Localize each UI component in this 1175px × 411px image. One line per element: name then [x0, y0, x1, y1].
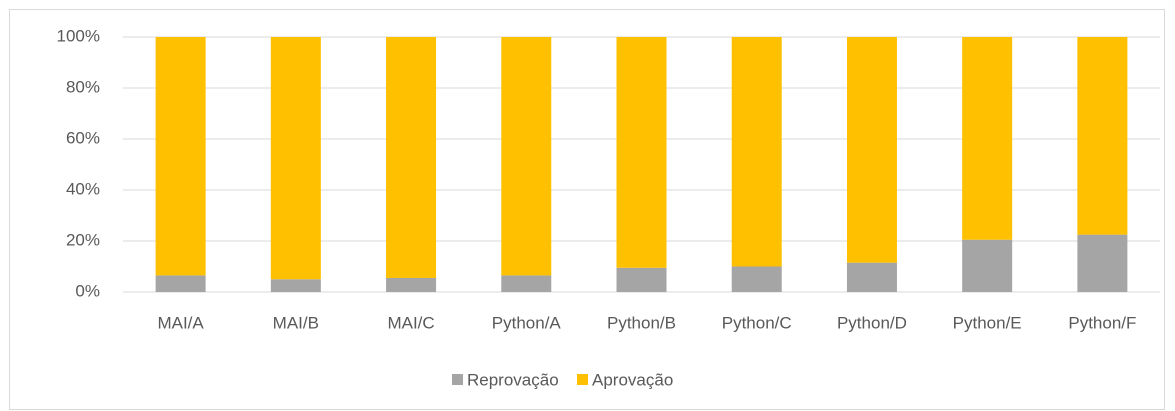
- bar-segment: [1077, 234, 1128, 292]
- x-tick-label: MAI/B: [273, 313, 319, 332]
- bar-segment: [616, 37, 667, 268]
- bar-segment: [846, 37, 897, 263]
- bar-segment: [386, 277, 437, 292]
- bar-segment: [731, 266, 782, 292]
- bar-segment: [846, 262, 897, 292]
- x-tick-label: Python/E: [953, 313, 1022, 332]
- x-tick-label: Python/C: [722, 313, 792, 332]
- legend-label: Aprovação: [592, 370, 673, 389]
- bar-segment: [731, 37, 782, 267]
- bar-segment: [1077, 37, 1128, 235]
- x-tick-label: MAI/C: [387, 313, 434, 332]
- bar-segment: [270, 279, 321, 292]
- bar-segment: [155, 37, 206, 276]
- bar-segment: [616, 267, 667, 292]
- y-tick-label: 40%: [66, 179, 100, 198]
- bar-segment: [386, 37, 437, 278]
- x-tick-label: MAI/A: [157, 313, 204, 332]
- y-tick-label: 60%: [66, 128, 100, 147]
- y-tick-label: 100%: [57, 26, 100, 45]
- x-tick-label: Python/D: [837, 313, 907, 332]
- x-tick-label: Python/A: [492, 313, 562, 332]
- y-tick-label: 0%: [75, 281, 100, 300]
- bar-segment: [501, 275, 552, 292]
- legend-swatch: [452, 374, 463, 385]
- y-tick-label: 20%: [66, 230, 100, 249]
- bar-segment: [155, 275, 206, 292]
- bar-segment: [501, 37, 552, 276]
- legend-swatch: [577, 374, 588, 385]
- y-tick-label: 80%: [66, 77, 100, 96]
- bar-segment: [962, 239, 1013, 292]
- bar-segment: [962, 37, 1013, 240]
- x-tick-label: Python/F: [1068, 313, 1136, 332]
- x-tick-label: Python/B: [607, 313, 676, 332]
- bar-segment: [270, 37, 321, 280]
- legend-label: Reprovação: [467, 370, 559, 389]
